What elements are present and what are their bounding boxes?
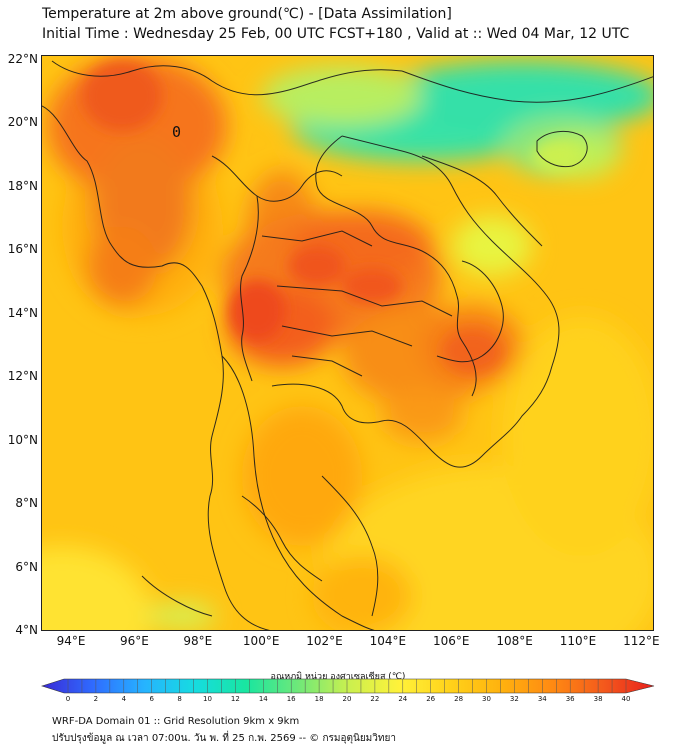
colorbar-ticks <box>67 679 627 693</box>
lon-tick-label: 106°E <box>433 634 470 648</box>
colorbar <box>41 678 655 694</box>
lon-tick-label: 104°E <box>369 634 407 648</box>
colorbar-tick-label: 20 <box>342 695 352 703</box>
colorbar-tick-label: 22 <box>370 695 380 703</box>
lat-tick-label: 14°N <box>7 305 38 320</box>
lon-tick-label: 112°E <box>623 634 660 648</box>
colorbar-tick-label: 6 <box>149 695 154 703</box>
lat-tick-label: 10°N <box>7 432 38 447</box>
colorbar-tick-label: 18 <box>314 695 324 703</box>
lon-tick-label: 110°E <box>559 634 597 648</box>
lat-tick-label: 8°N <box>15 496 38 511</box>
chart-title: Temperature at 2m above ground(℃) - [Dat… <box>42 6 452 22</box>
colorbar-tick-label: 32 <box>509 695 519 703</box>
colorbar-tick-label: 36 <box>565 695 575 703</box>
chart-subtitle: Initial Time : Wednesday 25 Feb, 00 UTC … <box>42 26 630 42</box>
colorbar-tick-label: 0 <box>65 695 71 703</box>
footer-credit: ปรับปรุงข้อมูล ณ เวลา 07:00น. วัน พ. ที่… <box>52 733 396 744</box>
colorbar-tick-label: 12 <box>230 695 240 703</box>
lat-tick-label: 4°N <box>15 623 38 637</box>
lon-tick-label: 96°E <box>120 634 149 648</box>
lat-tick-label: 6°N <box>15 559 38 574</box>
colorbar-tick-label: 24 <box>398 695 408 703</box>
colorbar-title: อุณหภูมิ หน่วย องศาเซลเซียส (℃) <box>270 672 406 682</box>
lat-tick-label: 18°N <box>7 178 38 193</box>
colorbar-tick-label: 4 <box>121 695 127 703</box>
colorbar-tick-label: 30 <box>482 695 491 703</box>
footer-model-info: WRF-DA Domain 01 :: Grid Resolution 9km … <box>52 716 300 727</box>
contour-annotation: 0 <box>172 123 182 141</box>
lon-tick-label: 102°E <box>306 634 343 648</box>
lat-tick-label: 16°N <box>7 242 38 257</box>
lon-tick-label: 108°E <box>496 634 533 648</box>
map-boundaries <box>42 60 653 630</box>
colorbar-tick-label: 8 <box>177 695 182 703</box>
lon-tick-label: 98°E <box>183 634 213 648</box>
lon-tick-label: 100°E <box>242 634 280 648</box>
colorbar-ramp <box>41 678 655 694</box>
colorbar-tick-label: 10 <box>203 695 212 703</box>
lat-tick-label: 20°N <box>7 115 38 130</box>
lat-tick-label: 22°N <box>7 51 38 66</box>
colorbar-tick-label: 34 <box>537 695 547 703</box>
colorbar-tick-label: 2 <box>93 695 99 703</box>
colorbar-tick-label: 14 <box>258 695 268 703</box>
colorbar-tick-label: 40 <box>621 695 631 703</box>
colorbar-tick-label: 16 <box>286 695 296 703</box>
hot-cores <box>82 61 582 373</box>
temperature-field <box>42 56 653 630</box>
lon-tick-label: 94°E <box>56 634 86 648</box>
colorbar-tick-label: 26 <box>426 695 436 703</box>
colorbar-tick-label: 28 <box>454 695 464 703</box>
temperature-map: 0 <box>41 55 654 631</box>
colorbar-tick-label: 38 <box>593 695 603 703</box>
lat-tick-label: 12°N <box>7 369 38 384</box>
